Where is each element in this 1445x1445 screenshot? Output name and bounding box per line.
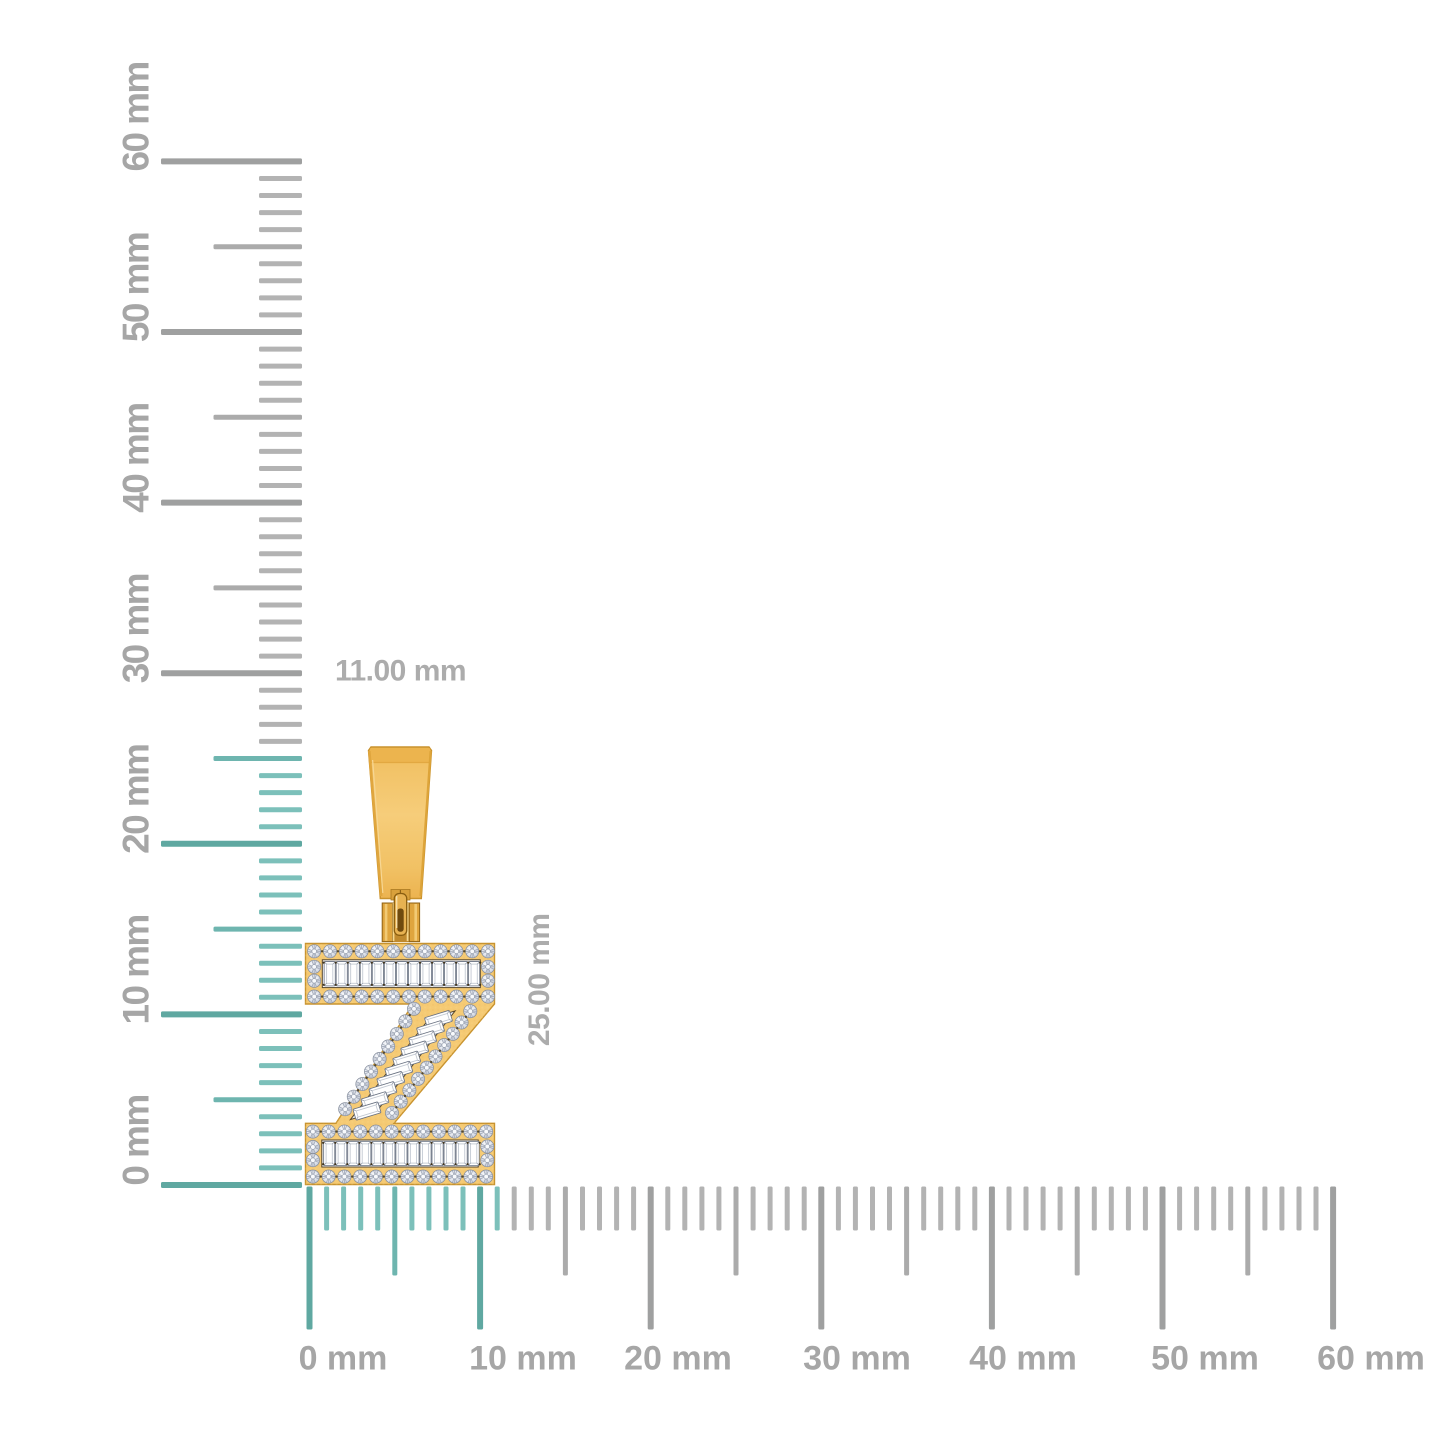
- svg-text:0 mm: 0 mm: [116, 1095, 157, 1185]
- svg-text:20 mm: 20 mm: [624, 1340, 732, 1378]
- svg-text:0 mm: 0 mm: [299, 1340, 388, 1378]
- svg-text:50 mm: 50 mm: [1151, 1340, 1259, 1378]
- svg-text:40 mm: 40 mm: [116, 403, 157, 512]
- svg-text:25.00 mm: 25.00 mm: [523, 913, 556, 1046]
- svg-text:50 mm: 50 mm: [116, 233, 157, 342]
- svg-text:60 mm: 60 mm: [1317, 1340, 1425, 1378]
- svg-text:60 mm: 60 mm: [116, 62, 157, 171]
- svg-text:20 mm: 20 mm: [116, 745, 157, 854]
- svg-text:10 mm: 10 mm: [469, 1340, 577, 1378]
- svg-text:10 mm: 10 mm: [116, 915, 157, 1024]
- svg-text:11.00 mm: 11.00 mm: [335, 654, 466, 687]
- svg-text:30 mm: 30 mm: [803, 1340, 911, 1378]
- svg-text:40 mm: 40 mm: [969, 1340, 1077, 1378]
- svg-text:30 mm: 30 mm: [116, 574, 157, 683]
